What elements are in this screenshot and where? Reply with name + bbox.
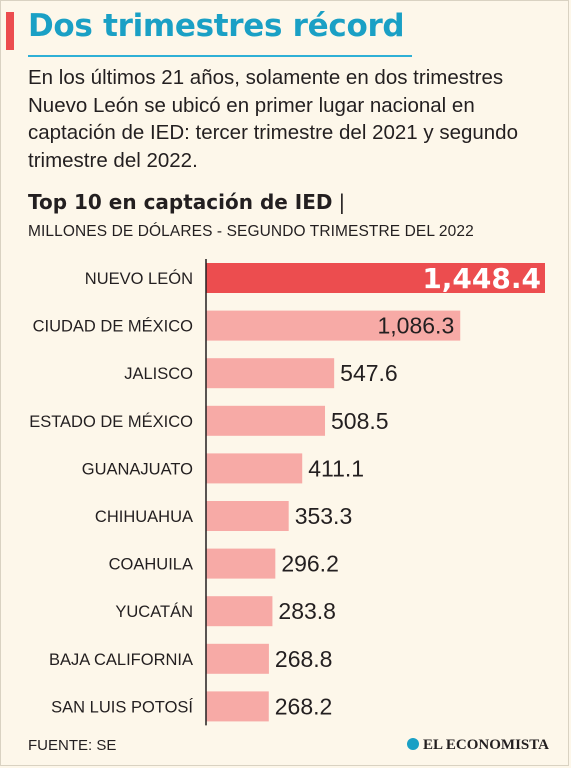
bar	[206, 596, 273, 627]
category-label: ESTADO DE MÉXICO	[29, 412, 193, 431]
value-label: 411.1	[308, 455, 364, 481]
bar	[206, 310, 461, 341]
category-label: COAHUILA	[109, 556, 193, 574]
chart-title-separator: |	[338, 190, 346, 214]
category-label: CIUDAD DE MÉXICO	[33, 317, 194, 336]
category-label: CHIHUAHUA	[95, 508, 193, 526]
value-label: 283.8	[278, 598, 336, 624]
bar	[206, 548, 276, 579]
brand-name: EL ECONOMISTA	[423, 737, 549, 753]
title-underline	[28, 55, 412, 57]
bar	[206, 501, 289, 531]
category-label: JALISCO	[124, 365, 193, 383]
value-label: 296.2	[281, 551, 339, 577]
value-label: 268.2	[275, 693, 333, 719]
source-note: FUENTE: SE	[28, 737, 117, 754]
category-label: YUCATÁN	[115, 602, 193, 621]
brand-logo: EL ECONOMISTA	[407, 737, 549, 754]
bar	[206, 691, 269, 722]
bar	[206, 358, 335, 389]
page-title: Dos trimestres récord	[28, 8, 405, 44]
category-label: NUEVO LEÓN	[85, 269, 193, 288]
intro-text: En los últimos 21 años, solamente en dos…	[28, 66, 518, 172]
title-accent-bar	[6, 12, 14, 50]
title-block: Dos trimestres récord	[0, 8, 571, 57]
category-label: BAJA CALIFORNIA	[49, 651, 193, 669]
value-label: 268.8	[275, 646, 333, 672]
bar	[206, 263, 545, 293]
value-label: 547.6	[340, 360, 398, 386]
bar	[206, 453, 303, 484]
value-label: 508.5	[331, 408, 389, 434]
category-label: SAN LUIS POTOSÍ	[51, 697, 193, 716]
category-label: GUANAJUATO	[82, 460, 193, 478]
chart-subtitle: MILLONES DE DÓLARES - SEGUNDO TRIMESTRE …	[28, 223, 474, 240]
chart-title-text: Top 10 en captación de IED	[28, 190, 333, 214]
value-label: 1,086.3	[378, 313, 455, 339]
chart-title: Top 10 en captación de IED |	[28, 190, 345, 214]
bar	[206, 643, 269, 674]
el-economista-logo-icon	[407, 738, 419, 750]
value-label: 353.3	[295, 503, 353, 529]
value-label: 1,448.4	[422, 262, 541, 295]
bar	[206, 405, 326, 436]
